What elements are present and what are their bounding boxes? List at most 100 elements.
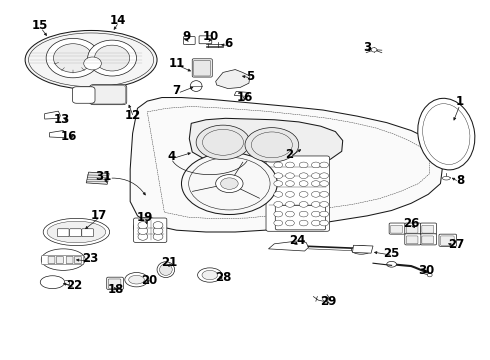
Ellipse shape: [312, 211, 320, 217]
Ellipse shape: [320, 202, 329, 207]
FancyBboxPatch shape: [441, 236, 454, 245]
FancyBboxPatch shape: [199, 36, 212, 44]
Text: 26: 26: [403, 216, 419, 230]
Ellipse shape: [47, 221, 106, 243]
Ellipse shape: [274, 202, 283, 207]
Ellipse shape: [220, 178, 238, 189]
Ellipse shape: [125, 273, 148, 287]
Ellipse shape: [323, 297, 329, 301]
Ellipse shape: [312, 173, 320, 179]
FancyBboxPatch shape: [70, 229, 81, 237]
FancyBboxPatch shape: [405, 223, 421, 234]
Ellipse shape: [299, 192, 308, 197]
Text: 21: 21: [161, 256, 177, 269]
Ellipse shape: [286, 192, 294, 197]
Text: 2: 2: [285, 148, 293, 161]
Ellipse shape: [351, 246, 371, 254]
Text: 28: 28: [215, 271, 231, 284]
FancyBboxPatch shape: [420, 234, 437, 245]
Ellipse shape: [157, 262, 174, 278]
Ellipse shape: [299, 173, 308, 179]
Ellipse shape: [312, 192, 320, 197]
Ellipse shape: [95, 45, 130, 71]
Text: 3: 3: [363, 41, 371, 54]
Ellipse shape: [138, 227, 148, 234]
Ellipse shape: [320, 181, 329, 186]
Ellipse shape: [312, 162, 320, 168]
Ellipse shape: [427, 273, 432, 277]
Ellipse shape: [320, 173, 329, 179]
Text: 8: 8: [456, 174, 464, 186]
Ellipse shape: [196, 125, 250, 159]
FancyBboxPatch shape: [56, 256, 63, 264]
Ellipse shape: [286, 211, 294, 217]
Polygon shape: [130, 98, 443, 232]
FancyBboxPatch shape: [90, 85, 127, 105]
Ellipse shape: [274, 220, 283, 226]
Ellipse shape: [43, 219, 110, 246]
Ellipse shape: [418, 98, 475, 170]
Text: 30: 30: [418, 264, 435, 277]
Ellipse shape: [159, 264, 172, 275]
Text: 14: 14: [110, 14, 126, 27]
Ellipse shape: [53, 44, 93, 72]
Ellipse shape: [320, 192, 329, 197]
FancyBboxPatch shape: [266, 156, 330, 231]
Ellipse shape: [320, 211, 329, 217]
Ellipse shape: [274, 211, 283, 217]
Ellipse shape: [320, 220, 329, 226]
FancyBboxPatch shape: [406, 225, 418, 233]
Text: 25: 25: [383, 247, 400, 260]
FancyBboxPatch shape: [48, 256, 55, 264]
Text: 1: 1: [456, 95, 464, 108]
Ellipse shape: [134, 217, 161, 237]
FancyBboxPatch shape: [422, 225, 434, 233]
Text: 7: 7: [172, 84, 181, 97]
FancyBboxPatch shape: [192, 59, 212, 77]
FancyBboxPatch shape: [107, 277, 123, 289]
Ellipse shape: [139, 221, 156, 234]
Ellipse shape: [202, 270, 218, 280]
Ellipse shape: [84, 57, 101, 70]
FancyBboxPatch shape: [108, 279, 121, 288]
Text: 24: 24: [290, 234, 306, 247]
Ellipse shape: [320, 162, 329, 168]
Text: 5: 5: [246, 69, 254, 82]
Ellipse shape: [274, 162, 283, 168]
FancyBboxPatch shape: [183, 37, 195, 44]
FancyBboxPatch shape: [406, 236, 418, 244]
FancyBboxPatch shape: [73, 87, 95, 103]
Text: 27: 27: [448, 238, 464, 251]
Ellipse shape: [286, 220, 294, 226]
Ellipse shape: [371, 48, 377, 52]
FancyBboxPatch shape: [57, 229, 69, 237]
Ellipse shape: [442, 176, 450, 180]
Polygon shape: [352, 245, 373, 253]
Ellipse shape: [153, 222, 163, 229]
Ellipse shape: [25, 31, 157, 89]
Polygon shape: [189, 118, 343, 166]
Text: 20: 20: [142, 274, 158, 287]
FancyBboxPatch shape: [134, 218, 167, 242]
Text: 22: 22: [66, 279, 82, 292]
Ellipse shape: [286, 181, 294, 186]
Ellipse shape: [312, 202, 320, 207]
FancyBboxPatch shape: [389, 223, 405, 234]
Text: 16: 16: [61, 130, 77, 144]
Text: 29: 29: [320, 296, 336, 309]
Text: 13: 13: [53, 113, 70, 126]
Ellipse shape: [197, 268, 222, 282]
Ellipse shape: [181, 153, 277, 215]
Ellipse shape: [41, 249, 85, 270]
Text: 6: 6: [224, 37, 232, 50]
Ellipse shape: [153, 233, 163, 240]
Ellipse shape: [299, 211, 308, 217]
Text: 23: 23: [82, 252, 98, 265]
FancyBboxPatch shape: [82, 229, 94, 237]
Ellipse shape: [286, 173, 294, 179]
Ellipse shape: [245, 128, 299, 162]
FancyBboxPatch shape: [275, 206, 326, 230]
FancyBboxPatch shape: [391, 225, 402, 233]
Ellipse shape: [387, 261, 396, 267]
FancyBboxPatch shape: [422, 236, 434, 244]
